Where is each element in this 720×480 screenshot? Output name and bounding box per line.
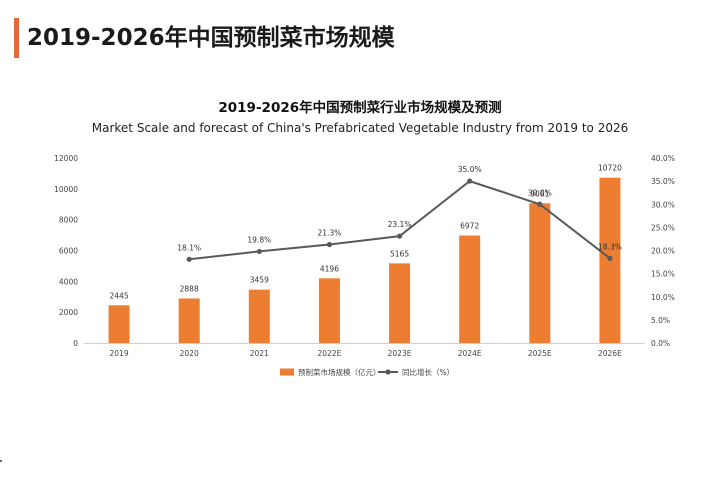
y-left-tick-label: 0 [73,339,78,348]
bar-value-label: 3459 [250,276,269,285]
y-left-tick-label: 2000 [59,308,78,317]
y-left-tick-label: 8000 [59,216,78,225]
growth-point [326,241,333,248]
growth-value-label: 18.3% [598,242,622,251]
x-tick-label: 2026E [598,349,622,358]
x-tick-label: 2023E [388,349,412,358]
legend-swatch-marker [385,369,391,375]
legend-label-bar: 预制菜市场规模（亿元） [298,367,381,377]
bar-value-label: 4196 [320,264,339,273]
x-tick-label: 2019 [110,349,129,358]
chart-title: 2019-2026年中国预制菜行业市场规模及预测 [218,100,502,116]
growth-value-label: 35.0% [458,165,482,174]
y-left-tick-label: 4000 [59,277,78,286]
y-left-tick-label: 10000 [54,185,78,194]
y-right-tick-label: 30.0% [651,200,675,209]
bar [389,263,411,343]
x-tick-label: 2022E [318,349,342,358]
growth-value-label: 19.8% [247,235,271,244]
growth-value-label: 21.3% [318,228,342,237]
legend-label-line: 同比增长（%） [402,367,454,377]
x-tick-label: 2025E [528,349,552,358]
y-right-tick-label: 5.0% [651,316,670,325]
y-right-tick-label: 35.0% [651,177,675,186]
growth-point [256,248,262,255]
y-left-tick-label: 6000 [59,247,78,256]
bar [108,305,130,343]
growth-point [396,233,403,239]
bar-value-label: 5165 [390,249,409,258]
y-right-tick-label: 25.0% [651,223,675,232]
growth-point [607,255,613,261]
growth-point [537,201,543,207]
x-tick-label: 2020 [180,349,199,358]
y-right-tick-label: 0.0% [651,339,670,348]
growth-point [186,256,192,262]
y-right-tick-label: 20.0% [651,247,675,256]
bar-value-label: 6972 [460,222,479,231]
bar-value-label: 2445 [110,291,129,300]
chart-subtitle: Market Scale and forecast of China's Pre… [91,121,629,135]
bar [529,203,551,343]
growth-value-label: 18.1% [177,243,201,252]
bar-value-label: 10720 [598,164,622,173]
x-tick-label: 2024E [458,349,482,358]
bar-value-label: 9061 [530,189,549,198]
growth-value-label: 23.1% [388,220,412,229]
bar [318,278,340,343]
bar [459,235,481,343]
edge-mark [0,460,2,462]
y-right-tick-label: 15.0% [651,270,675,279]
bar [248,289,270,343]
title-accent-bar [14,18,19,58]
bar [178,298,200,343]
growth-value-label: 30.0% [528,188,552,197]
y-left-tick-label: 12000 [54,154,78,163]
growth-point [467,178,473,184]
y-right-tick-label: 10.0% [651,293,675,302]
x-tick-label: 2021 [250,349,269,358]
legend-swatch-bar [280,368,294,376]
page-title: 2019-2026年中国预制菜市场规模 [27,25,395,51]
y-right-tick-label: 40.0% [651,154,675,163]
bar-value-label: 2888 [180,284,199,293]
